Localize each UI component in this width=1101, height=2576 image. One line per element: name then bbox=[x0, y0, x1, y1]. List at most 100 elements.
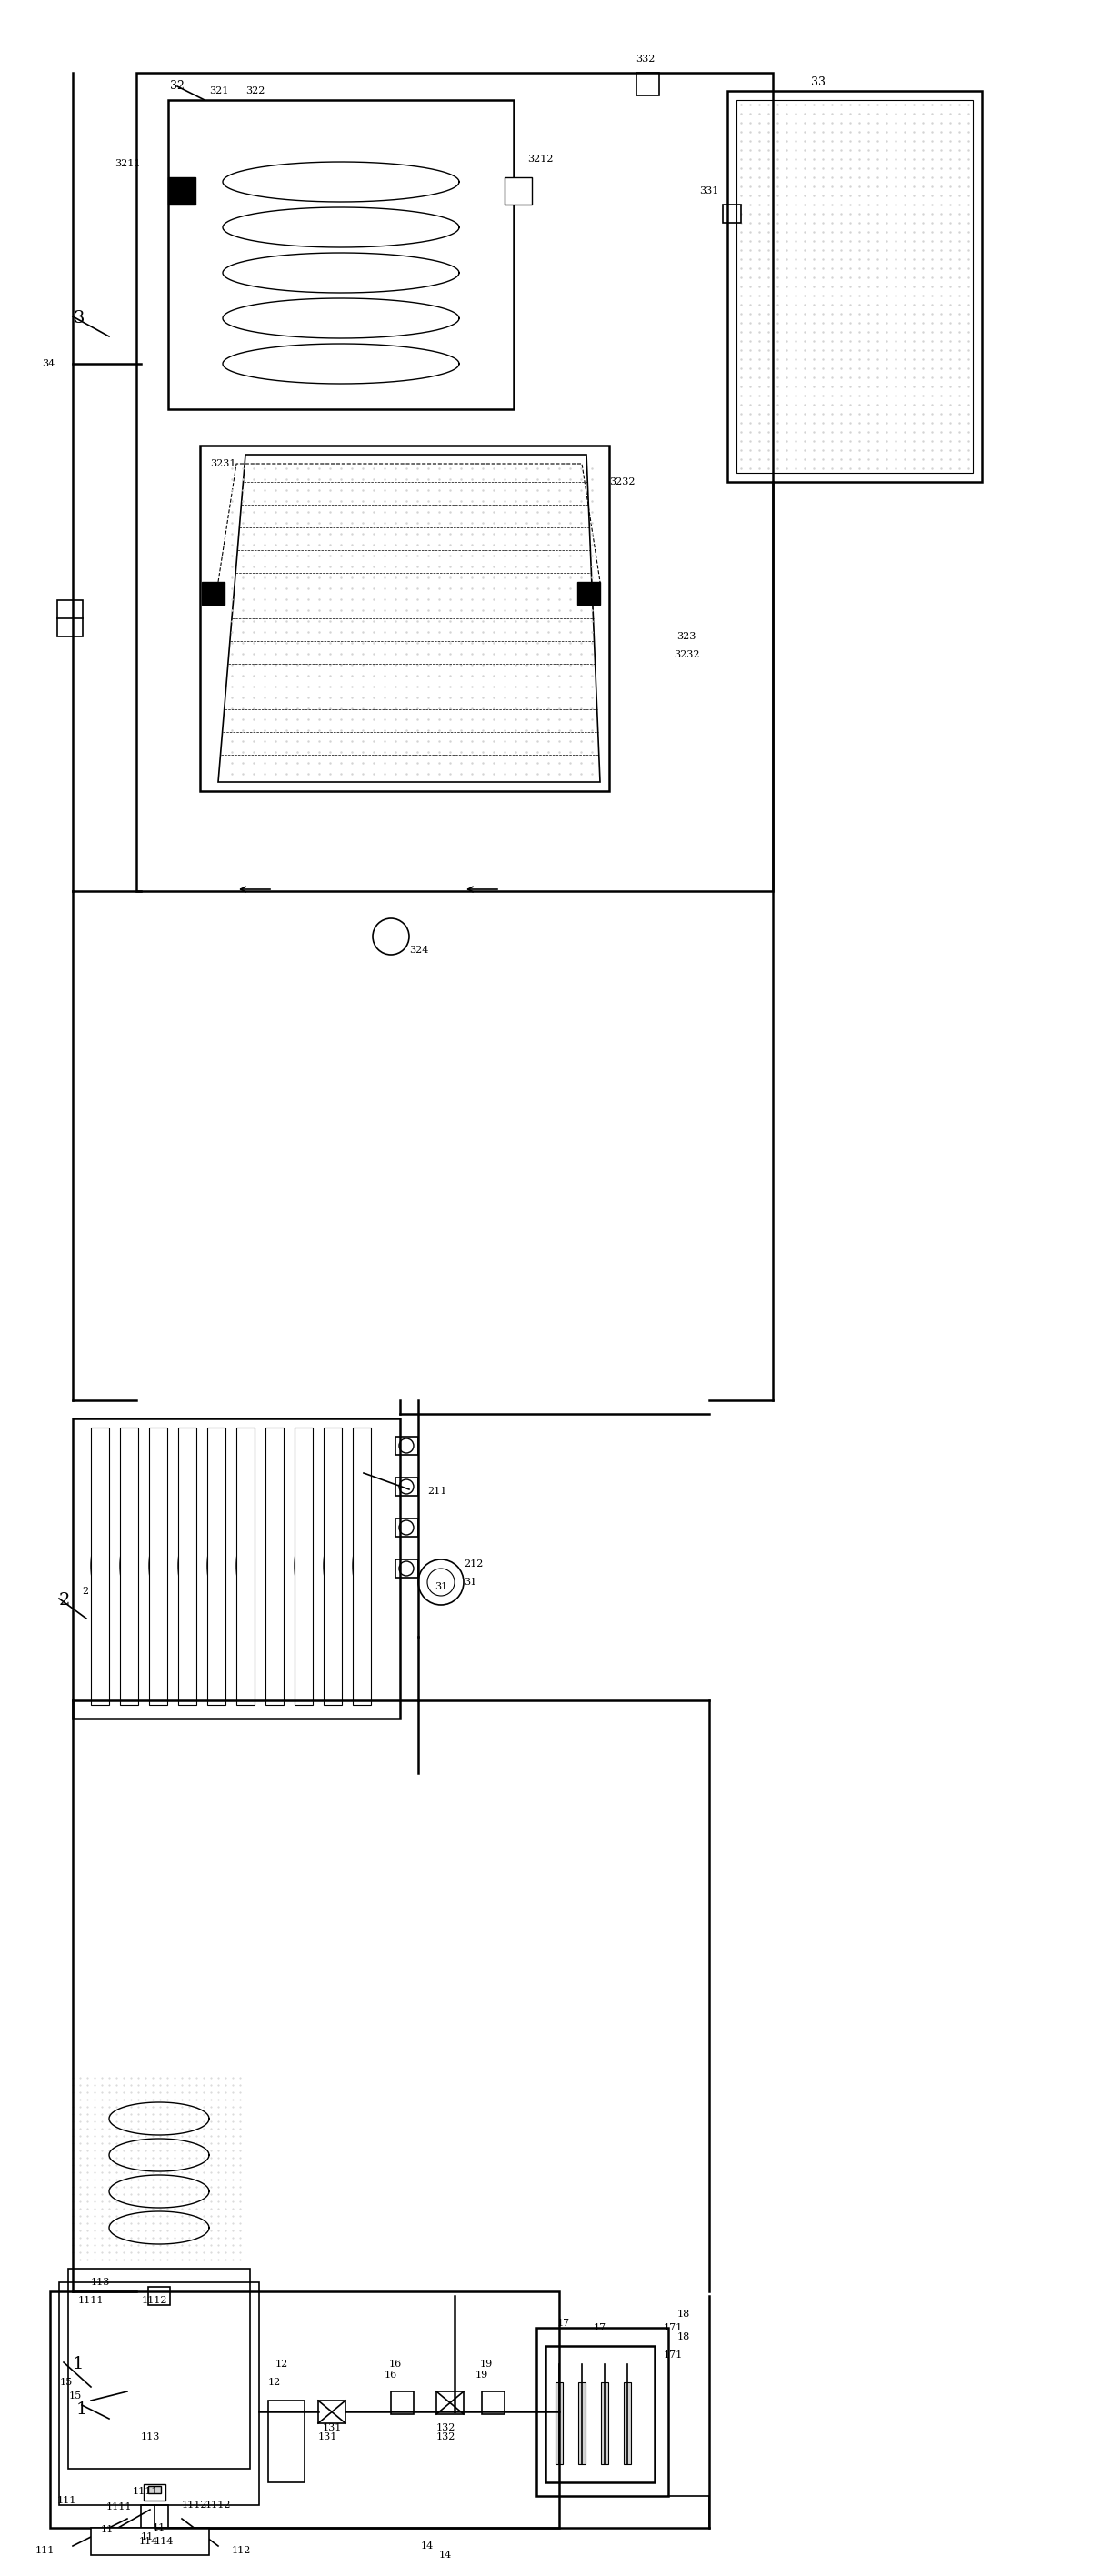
Bar bbox=[201, 582, 225, 605]
Bar bbox=[73, 1419, 400, 1718]
Text: 131: 131 bbox=[317, 2432, 337, 2442]
Bar bbox=[728, 90, 982, 482]
Bar bbox=[545, 2347, 655, 2483]
Text: 3211: 3211 bbox=[115, 160, 141, 167]
Circle shape bbox=[400, 1479, 414, 1494]
Bar bbox=[556, 2383, 563, 2465]
Text: 111: 111 bbox=[56, 2496, 76, 2504]
Bar bbox=[737, 100, 973, 474]
Bar bbox=[149, 2287, 170, 2306]
Bar bbox=[237, 1427, 254, 1705]
Bar bbox=[265, 1427, 284, 1705]
Text: 332: 332 bbox=[635, 54, 655, 64]
Bar bbox=[91, 1427, 109, 1705]
Text: 3232: 3232 bbox=[609, 477, 635, 487]
Text: 132: 132 bbox=[436, 2432, 455, 2442]
Text: 31: 31 bbox=[464, 1577, 477, 1587]
Text: 11: 11 bbox=[153, 2524, 165, 2532]
Bar bbox=[149, 1427, 167, 1705]
Text: 2: 2 bbox=[59, 1592, 70, 1607]
Bar bbox=[395, 1479, 418, 1497]
Bar bbox=[395, 1517, 418, 1538]
Bar bbox=[636, 72, 659, 95]
Bar bbox=[91, 2527, 209, 2555]
Text: 12: 12 bbox=[269, 2378, 281, 2388]
Bar bbox=[207, 1427, 226, 1705]
Circle shape bbox=[400, 1437, 414, 1453]
Bar bbox=[178, 1427, 196, 1705]
Text: 113: 113 bbox=[140, 2432, 160, 2442]
Text: 2: 2 bbox=[81, 1587, 88, 1595]
Bar bbox=[578, 2383, 586, 2465]
Text: 33: 33 bbox=[811, 75, 826, 88]
Text: 132: 132 bbox=[436, 2424, 455, 2432]
Text: 16: 16 bbox=[389, 2360, 402, 2370]
Bar bbox=[68, 2269, 250, 2468]
Bar bbox=[57, 600, 83, 636]
Text: 11: 11 bbox=[100, 2524, 113, 2535]
Bar bbox=[324, 1427, 341, 1705]
Bar bbox=[352, 1427, 371, 1705]
Text: 34: 34 bbox=[42, 358, 55, 368]
Text: 111: 111 bbox=[35, 2545, 55, 2555]
Bar bbox=[295, 1427, 313, 1705]
Text: 18: 18 bbox=[677, 2331, 690, 2342]
Text: 171: 171 bbox=[663, 2324, 683, 2331]
Text: 131: 131 bbox=[323, 2424, 341, 2432]
Circle shape bbox=[427, 1569, 455, 1595]
Text: 3231: 3231 bbox=[210, 459, 236, 469]
Text: 16: 16 bbox=[384, 2370, 397, 2380]
Text: 19: 19 bbox=[476, 2370, 489, 2380]
Text: 321: 321 bbox=[209, 88, 229, 95]
Text: 14: 14 bbox=[421, 2543, 434, 2550]
Text: 322: 322 bbox=[246, 88, 265, 95]
Text: 1: 1 bbox=[76, 2401, 87, 2419]
Text: 15: 15 bbox=[69, 2391, 81, 2401]
Bar bbox=[722, 204, 741, 222]
Text: 3: 3 bbox=[73, 309, 84, 327]
Text: 171: 171 bbox=[664, 2349, 683, 2360]
Text: 211: 211 bbox=[427, 1486, 447, 1497]
Text: 212: 212 bbox=[464, 1558, 483, 1569]
Bar bbox=[120, 1427, 139, 1705]
Bar bbox=[536, 2329, 668, 2496]
Circle shape bbox=[400, 1520, 414, 1535]
Bar bbox=[59, 2282, 259, 2504]
Bar bbox=[623, 2383, 631, 2465]
Text: 15: 15 bbox=[59, 2378, 73, 2388]
Text: 11: 11 bbox=[141, 2532, 154, 2543]
Bar bbox=[200, 446, 609, 791]
Text: 114: 114 bbox=[139, 2537, 157, 2545]
Text: 18: 18 bbox=[677, 2311, 690, 2318]
Bar bbox=[395, 1558, 418, 1577]
Bar bbox=[141, 2504, 168, 2532]
Text: 1111: 1111 bbox=[78, 2295, 103, 2306]
Bar bbox=[149, 2486, 161, 2494]
Text: 331: 331 bbox=[699, 185, 718, 196]
Text: 114: 114 bbox=[154, 2537, 173, 2545]
Text: 1112: 1112 bbox=[205, 2501, 231, 2509]
Bar bbox=[436, 2391, 464, 2414]
Text: 14: 14 bbox=[439, 2550, 453, 2561]
Text: 3232: 3232 bbox=[674, 649, 699, 659]
Circle shape bbox=[373, 920, 410, 956]
Bar bbox=[137, 72, 773, 891]
Bar bbox=[601, 2383, 608, 2465]
Text: 1112: 1112 bbox=[182, 2501, 208, 2509]
Text: 17: 17 bbox=[593, 2324, 607, 2331]
Bar bbox=[577, 582, 600, 605]
Text: 1112: 1112 bbox=[142, 2295, 167, 2306]
Bar bbox=[482, 2391, 504, 2414]
Text: 12: 12 bbox=[275, 2360, 288, 2370]
Bar bbox=[318, 2401, 346, 2424]
Bar bbox=[50, 2293, 559, 2527]
Bar bbox=[391, 2391, 414, 2414]
Bar bbox=[395, 1437, 418, 1455]
Text: 19: 19 bbox=[480, 2360, 493, 2370]
Bar bbox=[168, 100, 514, 410]
Bar bbox=[143, 2483, 165, 2501]
Text: 324: 324 bbox=[410, 945, 428, 956]
Text: 112: 112 bbox=[232, 2545, 251, 2555]
Circle shape bbox=[400, 1561, 414, 1577]
Text: 323: 323 bbox=[677, 631, 696, 641]
